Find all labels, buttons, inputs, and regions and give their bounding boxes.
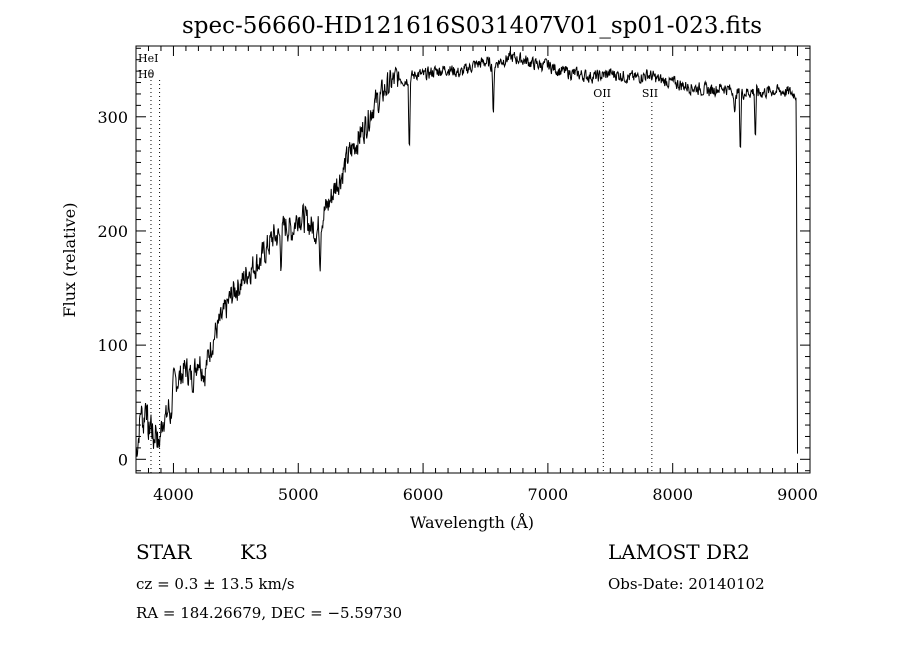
x-tick-label: 6000 bbox=[403, 485, 444, 504]
y-axis: 0 100 200 300 bbox=[97, 47, 810, 472]
y-tick-label: 0 bbox=[118, 450, 128, 469]
y-tick-label: 200 bbox=[97, 222, 128, 241]
flux-series-line bbox=[135, 48, 798, 457]
x-tick-label: 7000 bbox=[528, 485, 569, 504]
y-tick-label: 300 bbox=[97, 108, 128, 127]
x-axis-label: Wavelength (Å) bbox=[410, 512, 534, 532]
marker-label: OII bbox=[593, 87, 611, 100]
object-class-value: STAR bbox=[136, 540, 192, 564]
line-markers: HeI Hθ OII SII bbox=[138, 52, 658, 473]
marker-label: SII bbox=[642, 87, 658, 100]
radec-label: RA = 184.26679, DEC = −5.59730 bbox=[136, 604, 403, 622]
marker-label: Hθ bbox=[138, 68, 155, 81]
survey-label: LAMOST DR2 bbox=[608, 540, 750, 564]
redshift-label: cz = 0.3 ± 13.5 km/s bbox=[136, 575, 295, 593]
x-tick-label: 8000 bbox=[652, 485, 693, 504]
y-tick-label: 100 bbox=[97, 336, 128, 355]
x-tick-label: 5000 bbox=[278, 485, 319, 504]
x-axis: 4000 5000 6000 7000 8000 9000 bbox=[135, 46, 818, 504]
object-subclass-value: K3 bbox=[240, 540, 268, 564]
x-tick-label: 4000 bbox=[153, 485, 194, 504]
chart-title: spec-56660-HD121616S031407V01_sp01-023.f… bbox=[182, 13, 762, 39]
x-tick-label: 9000 bbox=[777, 485, 818, 504]
object-class: STAR K3 bbox=[136, 540, 268, 564]
y-axis-label: Flux (relative) bbox=[60, 203, 79, 318]
obs-date-label: Obs-Date: 20140102 bbox=[608, 575, 765, 593]
marker-label: HeI bbox=[138, 52, 158, 65]
plot-frame bbox=[135, 45, 811, 474]
